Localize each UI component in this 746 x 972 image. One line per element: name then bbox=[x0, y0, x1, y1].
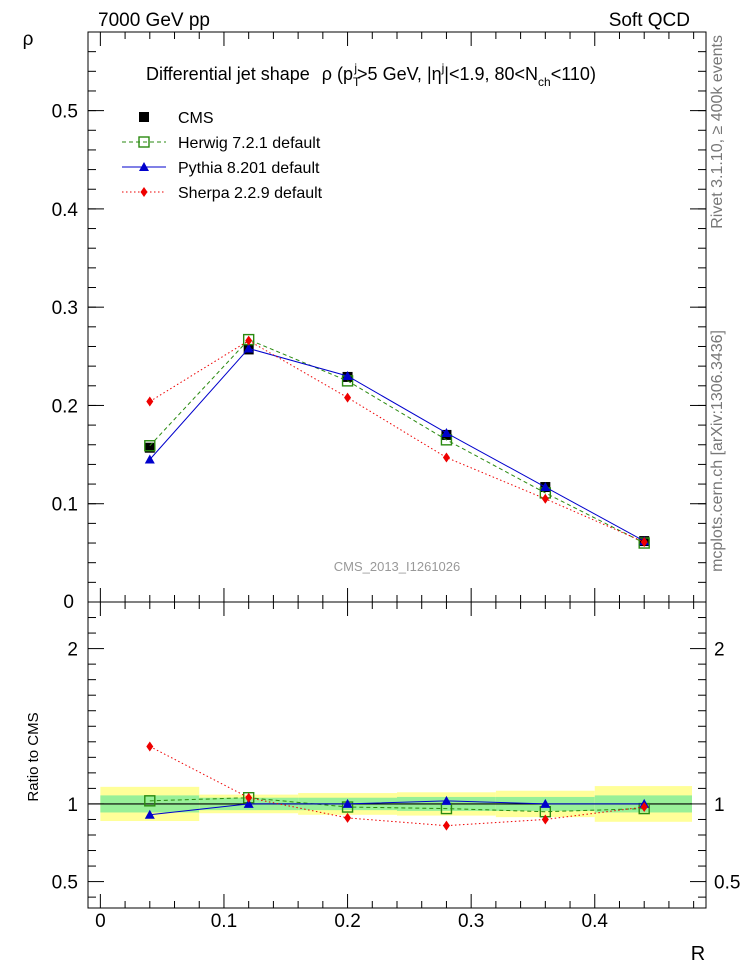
legend-label-data: CMS bbox=[178, 110, 214, 127]
ratio-line-pythia bbox=[149, 800, 645, 816]
top-ytick-label: 0.5 bbox=[52, 102, 78, 123]
xtick-label: 0.4 bbox=[582, 911, 609, 932]
top-marker-sherpa bbox=[442, 452, 450, 463]
ratio-marker-pythia bbox=[243, 798, 254, 808]
top-line-herwig bbox=[149, 339, 645, 544]
legend-label-herwig: Herwig 7.2.1 default bbox=[178, 135, 321, 152]
top-ytick-label-zero: 0 bbox=[63, 592, 74, 613]
legend-label-sherpa: Sherpa 2.2.9 default bbox=[178, 185, 323, 202]
ratio-marker-pythia bbox=[342, 798, 353, 808]
ratio-marker-herwig bbox=[144, 795, 156, 807]
ratio-ytick-label: 2 bbox=[67, 640, 78, 661]
top-marker-pythia bbox=[540, 482, 551, 492]
top-marker-data bbox=[144, 442, 155, 453]
mcplots-label: mcplots.cern.ch [arXiv:1306.3436] bbox=[709, 330, 726, 572]
ratio-marker-sherpa bbox=[442, 820, 450, 831]
top-marker-pythia bbox=[441, 427, 452, 437]
top-marker-sherpa bbox=[245, 335, 253, 346]
ratio-ytick-label: 1 bbox=[67, 795, 78, 816]
top-panel-series bbox=[144, 333, 650, 549]
rivet-label: Rivet 3.1.10, ≥ 400k events bbox=[709, 35, 726, 229]
y-axis-label-top: ρ bbox=[23, 29, 34, 50]
y-axis-label-ratio: Ratio to CMS bbox=[25, 712, 42, 801]
xtick-label: 0.2 bbox=[334, 911, 360, 932]
xtick-label: 0 bbox=[95, 911, 106, 932]
legend-marker-data bbox=[139, 112, 149, 122]
ratio-marker-sherpa bbox=[640, 802, 648, 813]
x-axis-label: R bbox=[691, 943, 705, 965]
legend-marker-herwig bbox=[138, 136, 150, 148]
top-marker-sherpa bbox=[640, 537, 648, 548]
top-ytick-label: 0.3 bbox=[52, 298, 78, 319]
legend-marker-sherpa bbox=[140, 187, 148, 197]
xtick-label: 0.1 bbox=[211, 911, 237, 932]
ratio-ytick-label: 0.5 bbox=[52, 873, 78, 894]
xtick-label: 0.3 bbox=[458, 911, 484, 932]
ratio-marker-sherpa bbox=[344, 812, 352, 823]
ratio-panel-series bbox=[144, 741, 650, 831]
top-line-pythia bbox=[149, 347, 645, 542]
top-marker-pythia bbox=[243, 343, 254, 353]
top-marker-sherpa bbox=[541, 493, 549, 504]
ratio-line-sherpa bbox=[149, 746, 645, 827]
header-left: 7000 GeV pp bbox=[98, 10, 210, 31]
top-marker-sherpa bbox=[344, 392, 352, 403]
ratio-ytick-label-right: 2 bbox=[714, 640, 725, 661]
ratio-marker-pythia bbox=[540, 798, 551, 808]
ratio-line-herwig bbox=[149, 797, 645, 813]
top-marker-pythia bbox=[144, 454, 155, 464]
top-ytick-label: 0.1 bbox=[52, 495, 78, 516]
top-line-sherpa bbox=[149, 340, 645, 543]
ratio-ytick-label-right: 1 bbox=[714, 795, 725, 816]
ratio-marker-sherpa bbox=[146, 741, 154, 752]
plot-title: Differential jet shape ρ (pTj>5 GeV, |ηj|… bbox=[146, 61, 596, 89]
header-right: Soft QCD bbox=[609, 10, 690, 31]
top-marker-pythia bbox=[342, 370, 353, 380]
analysis-label: CMS_2013_I1261026 bbox=[334, 559, 461, 574]
ratio-marker-sherpa bbox=[541, 814, 549, 825]
ratio-uncertainty-bands bbox=[89, 786, 692, 822]
legend-label-pythia: Pythia 8.201 default bbox=[178, 160, 320, 177]
top-marker-sherpa bbox=[146, 396, 154, 407]
legend-marker-pythia bbox=[139, 162, 149, 171]
top-ytick-label: 0.2 bbox=[52, 396, 78, 417]
top-marker-herwig bbox=[144, 440, 156, 452]
ratio-marker-pythia bbox=[441, 795, 452, 805]
ratio-ytick-label-right: 0.5 bbox=[714, 873, 740, 894]
top-ytick-label: 0.4 bbox=[52, 200, 79, 221]
ratio-marker-pythia bbox=[144, 809, 155, 819]
axes: 0.1 0.2 0.3 0.4 0.5 0 0.5 0.5 1 1 2 2 0 0.1 0.2 0.3 0.4 bbox=[52, 31, 740, 932]
ratio-frame bbox=[87, 601, 707, 909]
ratio-marker-sherpa bbox=[245, 792, 253, 803]
legend: CMS Herwig 7.2.1 default Pythia 8.201 defa… bbox=[122, 110, 323, 202]
